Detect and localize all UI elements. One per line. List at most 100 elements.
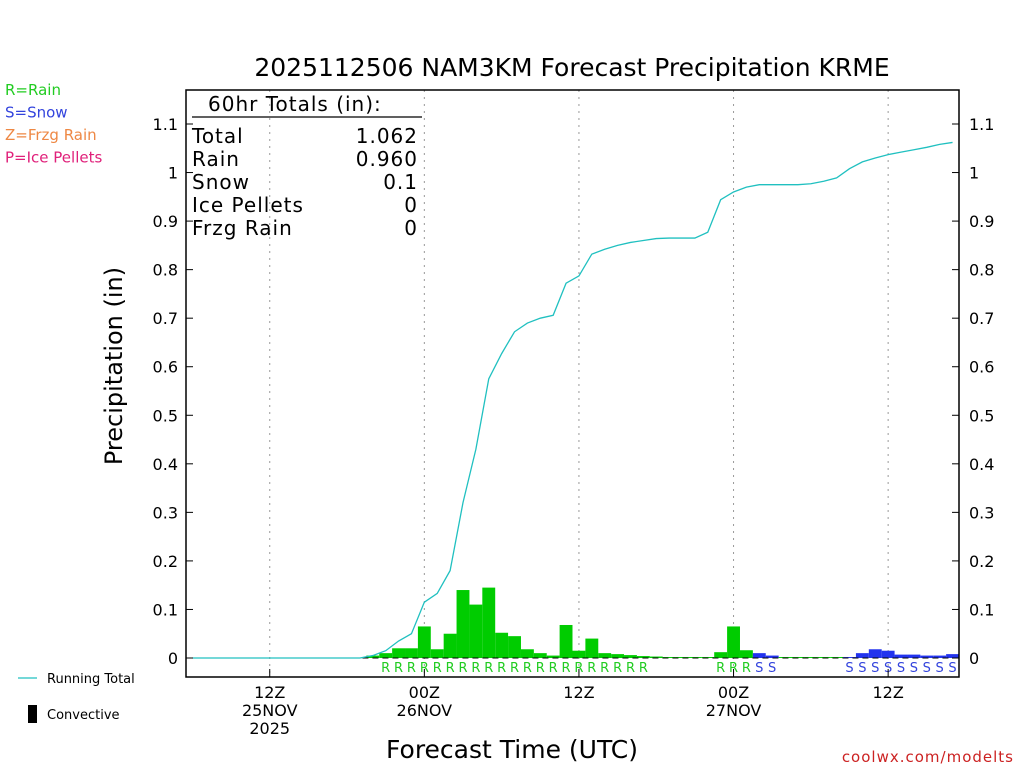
precip-bar [443, 633, 457, 658]
precip-bar [482, 587, 496, 658]
x-tick-label: 12Z [872, 683, 903, 702]
totals-row-label: Snow [192, 170, 250, 194]
precip-type-code: R [742, 661, 751, 676]
precip-type-code: R [600, 661, 609, 676]
y-tick-label-right: 0.9 [969, 212, 994, 231]
precip-bar [405, 648, 418, 658]
precip-type-code: R [407, 661, 416, 676]
precip-type-code: R [587, 661, 596, 676]
precip-bar [366, 655, 380, 658]
precip-bar [572, 650, 586, 658]
x-tick-label: 00Z [409, 683, 440, 702]
precip-type-code: R [394, 661, 403, 676]
type-legend-item: P=Ice Pellets [5, 149, 102, 167]
precip-bars [366, 587, 959, 658]
x-tick-label: 12Z [254, 683, 285, 702]
precip-bar [520, 649, 534, 658]
precip-type-code: R [716, 661, 725, 676]
precip-bar [727, 626, 740, 658]
x-axis-label: Forecast Time (UTC) [386, 735, 638, 764]
precip-bar [920, 655, 934, 658]
precip-type-code: S [768, 661, 776, 676]
line-legend: Running Total Convective [18, 672, 135, 723]
totals-heading: 60hr Totals (in): [208, 92, 382, 116]
precip-type-code: R [471, 661, 480, 676]
precip-bar [379, 653, 393, 658]
y-axis-left: 0 0.1 0.2 0.3 0.4 0.5 0.6 0.7 0.8 0.9 1 1.1 [153, 115, 193, 668]
precip-bar [636, 656, 650, 658]
type-legend-item: R=Rain [5, 81, 61, 99]
precip-bar [624, 655, 637, 658]
y-tick-label-right: 0.3 [969, 503, 994, 522]
x-tick-label: 2025 [249, 719, 290, 738]
precip-bar [714, 652, 728, 658]
totals-row-value: 0.960 [356, 147, 418, 171]
precip-type-code: S [884, 661, 892, 676]
totals-row-label: Ice Pellets [192, 193, 304, 217]
precip-bar [456, 590, 470, 658]
precip-type-code: S [845, 661, 853, 676]
precip-bar [611, 654, 625, 658]
precip-type-code: S [910, 661, 918, 676]
y-tick-label: 0.8 [153, 261, 178, 280]
y-tick-label: 1.1 [153, 115, 178, 134]
precip-bar [675, 657, 689, 658]
precip-type-code: R [433, 661, 442, 676]
precip-bar [392, 648, 406, 658]
y-tick-label: 0.6 [153, 358, 178, 377]
running-total-line [192, 141, 953, 659]
type-legend-item: Z=Frzg Rain [5, 126, 97, 144]
y-tick-label-right: 1 [969, 164, 979, 183]
y-tick-label-right: 0.4 [969, 455, 994, 474]
precip-type-code: R [523, 661, 532, 676]
precip-type-code: R [420, 661, 429, 676]
precip-type-code: R [484, 661, 493, 676]
line-legend-label: Convective [47, 708, 120, 723]
precip-bar [546, 655, 560, 658]
precip-type-code: S [858, 661, 866, 676]
y-tick-label: 0.4 [153, 455, 178, 474]
totals-row-value: 0 [404, 193, 418, 217]
precip-type-code: R [639, 661, 648, 676]
credit-text: coolwx.com/modelts [842, 748, 1014, 766]
convective-swatch [28, 705, 37, 723]
precip-bar [752, 653, 766, 658]
y-tick-label-right: 0.1 [969, 600, 994, 619]
y-tick-label: 0.9 [153, 212, 178, 231]
precip-type-code: R [446, 661, 455, 676]
precip-type-code: R [536, 661, 545, 676]
totals-row-label: Frzg Rain [192, 216, 293, 240]
precip-bar [649, 656, 663, 658]
vertical-gridlines [269, 90, 889, 677]
y-tick-label: 0.7 [153, 309, 178, 328]
line-legend-label: Running Total [47, 672, 135, 687]
y-tick-label-right: 0.7 [969, 309, 994, 328]
y-tick-label-right: 0.2 [969, 552, 994, 571]
precip-bar [559, 624, 573, 658]
precip-bar [430, 649, 444, 658]
precip-bar [946, 654, 959, 658]
y-tick-label: 0.1 [153, 600, 178, 619]
y-tick-label: 0.2 [153, 552, 178, 571]
x-tick-label: 26NOV [397, 701, 453, 720]
precip-bar [933, 655, 947, 658]
chart-title: 2025112506 NAM3KM Forecast Precipitation… [254, 53, 889, 82]
y-tick-label: 0.5 [153, 406, 178, 425]
totals-row-label: Total [191, 124, 244, 148]
precip-type-code: R [549, 661, 558, 676]
y-tick-label: 1 [168, 164, 178, 183]
precip-type-code: S [936, 661, 944, 676]
precip-bar [765, 655, 779, 658]
x-tick-label: 25NOV [242, 701, 298, 720]
y-tick-label: 0 [168, 649, 178, 668]
totals-box: 60hr Totals (in): Total 1.062 Rain 0.960 Sno… [191, 92, 422, 240]
precip-type-code: R [626, 661, 635, 676]
precip-type-legend: R=Rain S=Snow Z=Frzg Rain P=Ice Pellets [5, 81, 102, 167]
precip-bar [508, 636, 521, 658]
precip-type-code: S [755, 661, 763, 676]
y-tick-label-right: 0.5 [969, 406, 994, 425]
y-tick-label: 0.3 [153, 503, 178, 522]
precip-bar [739, 650, 753, 658]
y-tick-label-right: 1.1 [969, 115, 994, 134]
